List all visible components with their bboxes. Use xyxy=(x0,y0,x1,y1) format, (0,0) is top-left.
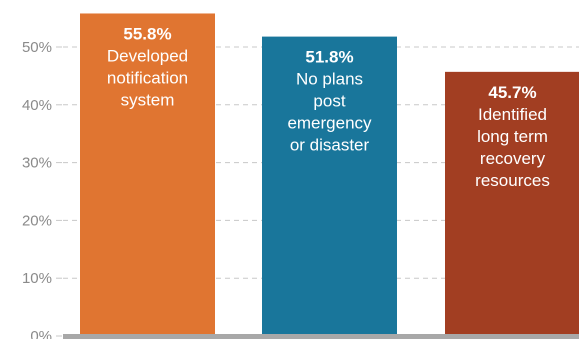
bar-value-label: 55.8% xyxy=(123,24,171,43)
bar-category-label: resources xyxy=(475,171,550,190)
bar xyxy=(445,71,579,336)
y-tick-label: 20% xyxy=(22,212,52,229)
y-tick-label: 10% xyxy=(22,270,52,287)
bars xyxy=(80,13,579,336)
bar-category-label: recovery xyxy=(480,149,546,168)
bar-category-label: Identified xyxy=(478,105,547,124)
bar-category-label: long term xyxy=(477,127,548,146)
bar-category-label: emergency xyxy=(287,114,372,133)
bar-category-label: system xyxy=(121,90,175,109)
y-tick-label: 50% xyxy=(22,39,52,56)
bar-category-label: or disaster xyxy=(290,136,370,155)
bar xyxy=(80,13,215,336)
y-tick-label: 30% xyxy=(22,155,52,172)
y-axis: 0% 10% 20% 30% 40% 50% xyxy=(22,39,62,339)
bar-category-label: post xyxy=(313,92,345,111)
bar-category-label: Developed xyxy=(107,46,188,65)
bar-value-label: 51.8% xyxy=(305,48,353,67)
bar-value-label: 45.7% xyxy=(488,83,536,102)
x-axis-baseline xyxy=(63,334,579,339)
bar-category-label: No plans xyxy=(296,70,363,89)
bar-labels: 55.8% Developed notification system 51.8% No … xyxy=(107,24,550,189)
bar-category-label: notification xyxy=(107,68,188,87)
y-tick-label: 0% xyxy=(30,328,52,339)
bar xyxy=(262,36,397,336)
y-tick-label: 40% xyxy=(22,97,52,114)
